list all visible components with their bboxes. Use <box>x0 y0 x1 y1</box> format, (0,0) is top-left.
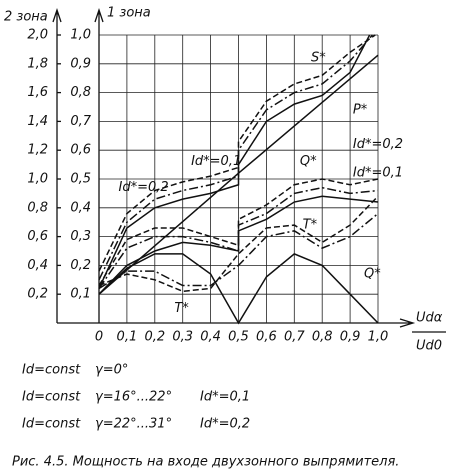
legend-text: Id*=0,1 <box>200 390 250 405</box>
y2-tick-label: 1,6 <box>27 85 48 100</box>
y2-title: 2 зона <box>4 10 48 25</box>
legend-text: γ=0° <box>95 363 128 378</box>
legend-text: Id=const <box>22 417 81 432</box>
x-tick-label: 0,3 <box>172 330 193 345</box>
y2-tick-label: 1,4 <box>27 114 48 129</box>
x-axis <box>57 318 416 328</box>
x-tick-label: 0,6 <box>256 330 277 345</box>
y-tick-label: 0,9 <box>70 56 91 71</box>
annotation: Id*=0,2 <box>119 180 169 195</box>
y2-tick-label: 0,8 <box>27 200 48 215</box>
annotation: S* <box>311 51 326 66</box>
y-tick-label: 0,6 <box>70 143 91 158</box>
x-tick-label: 1,0 <box>368 330 389 345</box>
annotation: P* <box>353 102 368 117</box>
x-title-top: Udα <box>416 311 443 326</box>
y-tick-label: 0,2 <box>70 258 91 273</box>
y-tick-label: 0,3 <box>70 229 91 244</box>
x-title-bottom: Ud0 <box>416 339 442 354</box>
y2-tick-label: 1,8 <box>27 56 48 71</box>
y-title: 1 зона <box>107 6 151 21</box>
annotation: T* <box>174 301 189 316</box>
annotation: Q* <box>364 267 381 282</box>
curve <box>98 195 379 293</box>
x-tick-label: 0 <box>95 330 103 345</box>
legend-text: Id*=0,2 <box>200 417 250 432</box>
curve <box>98 178 379 286</box>
x-tick-label: 0,4 <box>200 330 221 345</box>
x-tick-label: 0,9 <box>340 330 361 345</box>
curve <box>98 253 379 325</box>
legend-text: Id=const <box>22 363 81 378</box>
legend-text: γ=16°...22° <box>95 390 172 405</box>
y2-tick-label: 1,0 <box>27 172 48 187</box>
y2-axis <box>52 7 62 323</box>
y-tick-label: 0,4 <box>70 200 91 215</box>
annotation: T* <box>303 218 318 233</box>
y2-tick-label: 0,2 <box>27 287 48 302</box>
curve <box>98 186 379 289</box>
caption: Рис. 4.5. Мощность на входе двухзонного … <box>12 455 399 470</box>
x-tick-label: 0,8 <box>312 330 333 345</box>
y-tick-label: 0,1 <box>70 287 91 302</box>
y-axis <box>94 7 104 323</box>
y2-tick-label: 1,2 <box>27 143 48 158</box>
curve <box>98 34 376 272</box>
x-tick-label: 0,2 <box>144 330 165 345</box>
x-tick-label: 0,1 <box>117 330 138 345</box>
y-tick-label: 1,0 <box>70 28 91 43</box>
annotation: Id*=0,1 <box>353 166 403 181</box>
curve <box>98 212 379 290</box>
y2-tick-label: 0,4 <box>27 258 48 273</box>
legend-text: γ=22°...31° <box>95 417 172 432</box>
annotation: Q* <box>300 154 317 169</box>
y2-tick-label: 2,0 <box>27 28 48 43</box>
y-tick-label: 0,8 <box>70 85 91 100</box>
legend-text: Id=const <box>22 390 81 405</box>
x-tick-label: 0,5 <box>228 330 249 345</box>
y-tick-label: 0,7 <box>70 114 91 129</box>
annotation: Id*=0,1 <box>191 154 241 169</box>
y-tick-label: 0,5 <box>70 172 91 187</box>
annotation: Id*=0,2 <box>353 137 403 152</box>
x-tick-label: 0,7 <box>284 330 305 345</box>
y2-tick-label: 0,6 <box>27 229 48 244</box>
